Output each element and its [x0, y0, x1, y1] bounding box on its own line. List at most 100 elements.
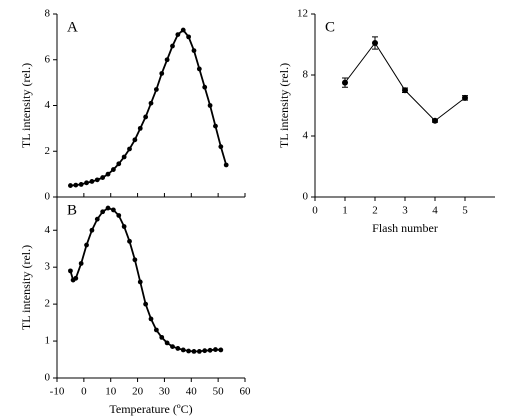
x-tick-label: 30 [159, 386, 171, 398]
y-axis-label: TL intensity (rel.) [19, 63, 33, 148]
data-point [213, 123, 218, 129]
y-tick-label: 0 [45, 191, 51, 203]
y-tick-label: 4 [45, 99, 51, 111]
data-point [153, 327, 159, 333]
y-tick-label: 0 [303, 191, 309, 203]
panel-label: B [67, 202, 77, 218]
x-tick-label: 2 [372, 205, 378, 217]
data-point [180, 27, 186, 33]
data-point [170, 344, 175, 350]
data-point [89, 227, 95, 233]
data-point [68, 183, 73, 188]
y-tick-label: 0 [45, 372, 51, 384]
x-tick-label: 5 [462, 205, 468, 217]
y-tick-label: 8 [303, 69, 309, 81]
data-point [68, 268, 73, 274]
x-tick-label: 0 [81, 386, 87, 398]
data-point [196, 349, 202, 354]
data-point [159, 334, 165, 340]
data-point [432, 117, 438, 124]
data-point [342, 79, 348, 86]
data-point [372, 39, 378, 46]
data-point [462, 94, 468, 101]
y-axis-label: TL intensity (rel.) [19, 245, 33, 330]
x-axis-label: Flash number [372, 221, 438, 235]
x-tick-label: -10 [50, 386, 65, 398]
data-line [344, 42, 466, 122]
data-point [170, 43, 175, 49]
data-point [127, 146, 132, 152]
data-point [148, 316, 154, 322]
data-point [164, 57, 170, 63]
y-tick-label: 2 [45, 145, 51, 157]
y-tick-label: 2 [45, 298, 51, 310]
x-tick-label: 10 [105, 386, 117, 398]
x-tick-label: 1 [342, 205, 348, 217]
data-point [207, 103, 213, 108]
data-point [196, 66, 202, 72]
data-point [132, 137, 138, 143]
x-tick-label: 20 [132, 386, 144, 398]
data-point [78, 182, 84, 187]
x-tick-label: 0 [312, 205, 318, 217]
x-tick-label: 4 [432, 205, 438, 217]
x-tick-label: 3 [402, 205, 408, 217]
x-tick-label: 60 [240, 386, 252, 398]
data-point [186, 34, 192, 40]
y-tick-label: 4 [45, 224, 51, 236]
data-point [84, 242, 89, 248]
y-tick-label: 8 [45, 8, 51, 20]
data-point [202, 348, 208, 354]
data-point [137, 279, 143, 285]
data-point [137, 125, 143, 131]
data-point [94, 216, 100, 222]
data-point [218, 144, 224, 150]
data-point [116, 213, 122, 218]
data-point [402, 87, 408, 94]
data-point [175, 346, 181, 351]
data-point [73, 275, 79, 281]
y-tick-label: 12 [297, 8, 308, 20]
data-point [78, 261, 84, 266]
data-point [73, 182, 79, 188]
data-point [218, 347, 224, 353]
data-point [105, 205, 111, 211]
panel-label: C [325, 19, 335, 35]
y-tick-label: 3 [45, 261, 51, 273]
data-point [111, 207, 116, 213]
data-point [153, 87, 159, 92]
data-point [89, 179, 95, 184]
data-point [175, 32, 181, 37]
x-tick-label: 50 [213, 386, 225, 398]
data-point [127, 238, 132, 244]
data-point [223, 162, 229, 168]
y-axis-label: TL intensity (rel.) [277, 63, 291, 148]
data-point [94, 177, 100, 183]
data-point [191, 349, 197, 354]
data-point [191, 48, 197, 53]
data-point [100, 175, 106, 180]
data-point [121, 154, 127, 160]
x-tick-label: 40 [186, 386, 198, 398]
data-point [148, 100, 154, 106]
data-point [159, 71, 165, 76]
data-point [180, 347, 186, 353]
data-line [70, 28, 228, 187]
data-point [84, 180, 89, 186]
data-point [207, 347, 213, 353]
data-point [105, 171, 111, 177]
y-tick-label: 6 [45, 53, 51, 65]
panel-label: A [67, 19, 78, 35]
data-point [143, 301, 149, 307]
data-point [111, 167, 116, 172]
data-point [164, 340, 170, 346]
data-point [213, 347, 218, 352]
data-point [202, 84, 208, 90]
y-tick-label: 4 [303, 130, 309, 142]
data-point [100, 209, 106, 215]
data-point [121, 224, 127, 229]
x-axis-label: Temperature (ºC) [109, 402, 192, 416]
data-point [132, 257, 138, 263]
data-point [186, 348, 192, 354]
